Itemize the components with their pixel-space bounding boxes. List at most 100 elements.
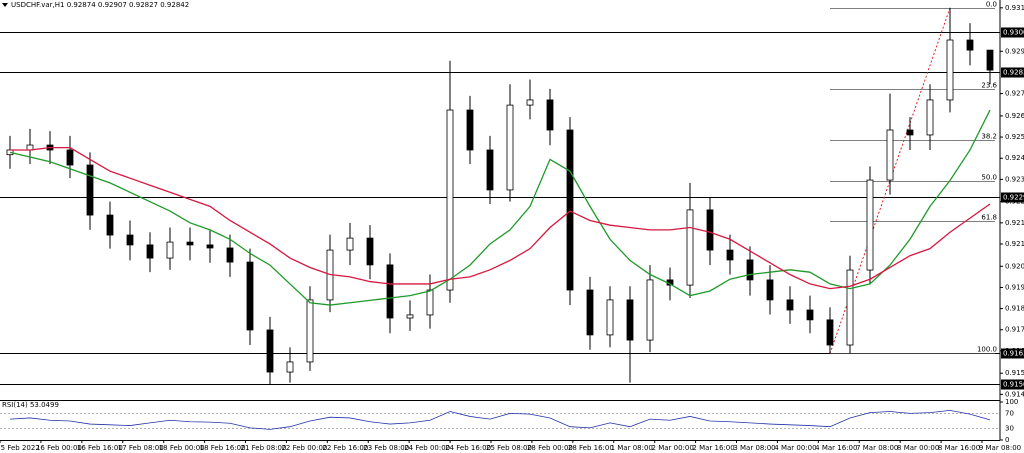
candle-body — [826, 319, 834, 346]
candle-body — [626, 299, 634, 341]
fib-label: 61.8 — [981, 214, 997, 222]
rsi-tick-label: 0 — [1005, 436, 1009, 444]
x-tick-label: 18 Feb 00:00 — [159, 444, 205, 452]
y-tick-label: 0.92555 — [1005, 133, 1024, 141]
level-label-box — [1001, 379, 1024, 390]
candle-body — [746, 259, 754, 281]
x-tick-label: 25 Feb 08:00 — [486, 444, 532, 452]
y-tick-label: 0.92005 — [1005, 262, 1024, 270]
candle-body — [706, 209, 714, 251]
candle-body — [846, 269, 854, 346]
rsi-tick-label: 70 — [1005, 409, 1014, 417]
y-tick-label: 0.92190 — [1005, 219, 1024, 227]
candle-body — [426, 289, 434, 316]
candle-body — [506, 104, 514, 191]
y-tick-label: 0.91825 — [1005, 305, 1024, 313]
level-label-box — [1001, 348, 1024, 359]
y-tick-label: 0.92100 — [1005, 240, 1024, 248]
fib-label: 100.0 — [977, 346, 997, 354]
candle-body — [806, 309, 814, 321]
candle-body — [386, 264, 394, 319]
candle-body — [966, 39, 974, 51]
rsi-title: RSI(14) 53.0499 — [2, 401, 59, 409]
y-tick-label: 0.91735 — [1005, 326, 1024, 334]
x-tick-label: 15 Feb 2022 — [0, 444, 40, 452]
x-tick-label: 4 Mar 16:00 — [815, 444, 857, 452]
candle-body — [766, 279, 774, 301]
level-label: 0.92299 — [1003, 194, 1024, 202]
candle-body — [206, 244, 214, 249]
x-tick-label: 24 Feb 00:00 — [404, 444, 450, 452]
candle-body — [586, 289, 594, 336]
x-tick-label: 8 Mar 00:00 — [897, 444, 939, 452]
x-tick-label: 17 Feb 08:00 — [118, 444, 164, 452]
candle-body — [166, 241, 174, 259]
x-tick-label: 22 Feb 16:00 — [322, 444, 368, 452]
chart-title: USDCHF.var,H1 0.92874 0.92907 0.92827 0.… — [11, 1, 189, 9]
x-tick-label: 2 Mar 00:00 — [652, 444, 694, 452]
candle-body — [406, 314, 414, 319]
candle-body — [726, 249, 734, 261]
rsi-tick-label: 30 — [1005, 425, 1014, 433]
candle-body — [146, 244, 154, 259]
candle-body — [866, 179, 874, 271]
candle-body — [926, 99, 934, 136]
candle-body — [446, 109, 454, 291]
y-tick-label: 0.92465 — [1005, 154, 1024, 162]
candle-body — [486, 149, 494, 191]
candle-body — [886, 129, 894, 181]
level-label-box — [1001, 27, 1024, 38]
candle-body — [906, 129, 914, 136]
candle-body — [646, 279, 654, 341]
x-tick-label: 1 Mar 08:00 — [611, 444, 653, 452]
menu-arrow[interactable] — [2, 3, 8, 7]
level-label: 0.91634 — [1003, 350, 1024, 358]
x-tick-label: 23 Feb 08:00 — [363, 444, 409, 452]
x-tick-label: 22 Feb 00:00 — [281, 444, 327, 452]
x-tick-label: 8 Mar 16:00 — [938, 444, 980, 452]
candle-body — [226, 247, 234, 263]
y-tick-label: 0.91460 — [1005, 390, 1024, 398]
fib-label: 38.2 — [981, 133, 997, 141]
candle-body — [246, 261, 254, 331]
level-label: 0.91504 — [1003, 381, 1024, 389]
level-label-box — [1001, 192, 1024, 203]
fib-label: 0.0 — [986, 1, 997, 9]
moving-average — [9, 109, 991, 306]
candle-body — [786, 299, 794, 311]
x-tick-label: 28 Feb 16:00 — [568, 444, 614, 452]
candle-body — [106, 214, 114, 236]
y-tick-label: 0.92920 — [1005, 47, 1024, 55]
fib-label: 50.0 — [981, 174, 997, 182]
candle-body — [986, 49, 994, 71]
x-tick-label: 2 Mar 16:00 — [692, 444, 734, 452]
candle-body — [946, 39, 954, 101]
candle-body — [306, 299, 314, 363]
x-tick-label: 4 Mar 00:00 — [774, 444, 816, 452]
x-tick-label: 21 Feb 08:00 — [241, 444, 287, 452]
y-tick-label: 0.91915 — [1005, 283, 1024, 291]
y-tick-label: 0.92375 — [1005, 175, 1024, 183]
fib-label: 23.6 — [981, 82, 997, 90]
level-label: 0.93002 — [1003, 29, 1024, 37]
y-tick-label: 0.92645 — [1005, 112, 1024, 120]
candle-body — [366, 237, 374, 266]
candle-body — [346, 237, 354, 251]
x-tick-label: 18 Feb 16:00 — [200, 444, 246, 452]
candle-body — [186, 241, 194, 246]
candle-body — [546, 99, 554, 131]
x-tick-label: 16 Feb 16:00 — [77, 444, 123, 452]
rsi-line — [9, 409, 991, 430]
candle-body — [686, 209, 694, 286]
level-label: 0.92833 — [1003, 69, 1024, 77]
x-tick-label: 28 Feb 00:00 — [527, 444, 573, 452]
candle-body — [566, 129, 574, 291]
candle-body — [526, 99, 534, 106]
y-tick-label: 0.93105 — [1005, 4, 1024, 12]
x-tick-label: 7 Mar 08:00 — [856, 444, 898, 452]
candle-body — [286, 361, 294, 373]
candle-body — [66, 149, 74, 166]
y-tick-label: 0.92740 — [1005, 90, 1024, 98]
